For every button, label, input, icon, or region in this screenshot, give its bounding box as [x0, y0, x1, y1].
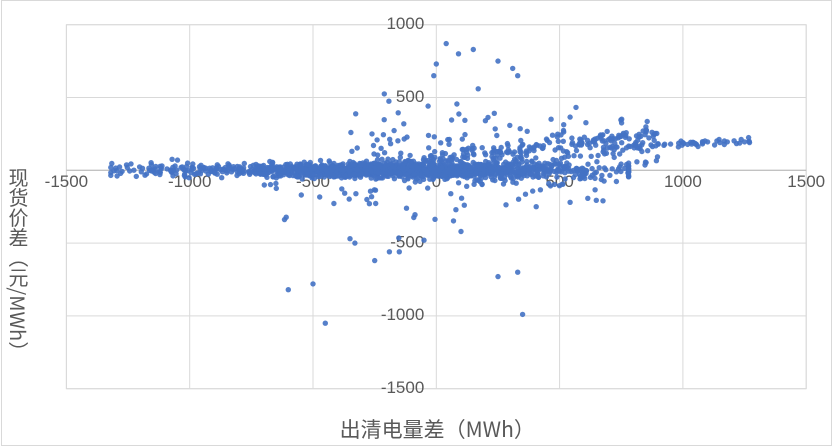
svg-text:-1500: -1500	[45, 172, 88, 191]
svg-text:500: 500	[396, 87, 424, 106]
svg-text:-500: -500	[390, 232, 424, 251]
svg-text:1500: 1500	[787, 172, 825, 191]
svg-text:-1500: -1500	[381, 378, 424, 397]
svg-text:1000: 1000	[664, 172, 702, 191]
svg-text:1000: 1000	[386, 14, 424, 33]
svg-text:-1000: -1000	[381, 305, 424, 324]
